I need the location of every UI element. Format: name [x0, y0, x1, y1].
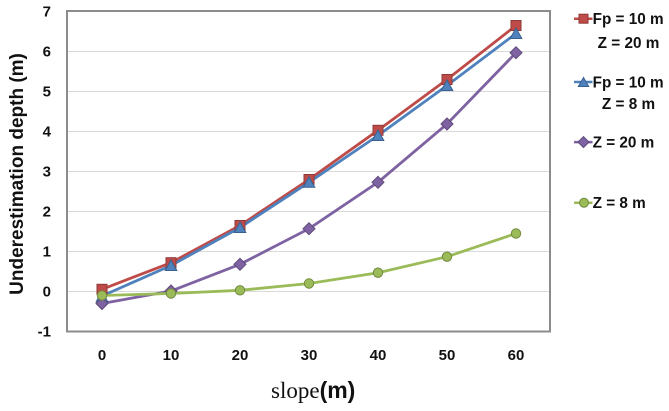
svg-text:Fp = 10 m: Fp = 10 m [593, 75, 664, 92]
svg-text:Z = 8 m: Z = 8 m [593, 195, 646, 212]
svg-text:30: 30 [301, 347, 318, 364]
svg-text:5: 5 [43, 84, 51, 101]
svg-text:60: 60 [508, 347, 525, 364]
svg-text:0: 0 [98, 347, 106, 364]
svg-text:Z = 20 m: Z = 20 m [593, 135, 655, 152]
svg-text:0: 0 [43, 284, 51, 301]
svg-text:Underestimation depth (m): Underestimation depth (m) [7, 53, 28, 295]
svg-text:Z = 20 m: Z = 20 m [598, 35, 660, 52]
svg-text:7: 7 [43, 4, 51, 21]
svg-text:slope(m): slope(m) [271, 377, 355, 403]
svg-text:6: 6 [43, 44, 51, 61]
svg-text:50: 50 [439, 347, 456, 364]
svg-text:-1: -1 [38, 324, 51, 341]
svg-text:2: 2 [43, 204, 51, 221]
svg-text:3: 3 [43, 164, 51, 181]
svg-text:1: 1 [43, 244, 51, 261]
svg-text:10: 10 [163, 347, 180, 364]
svg-text:Z = 8 m: Z = 8 m [602, 96, 655, 113]
svg-text:40: 40 [370, 347, 387, 364]
svg-text:20: 20 [232, 347, 249, 364]
svg-text:Fp = 10 m: Fp = 10 m [593, 11, 664, 28]
svg-text:4: 4 [43, 124, 52, 141]
